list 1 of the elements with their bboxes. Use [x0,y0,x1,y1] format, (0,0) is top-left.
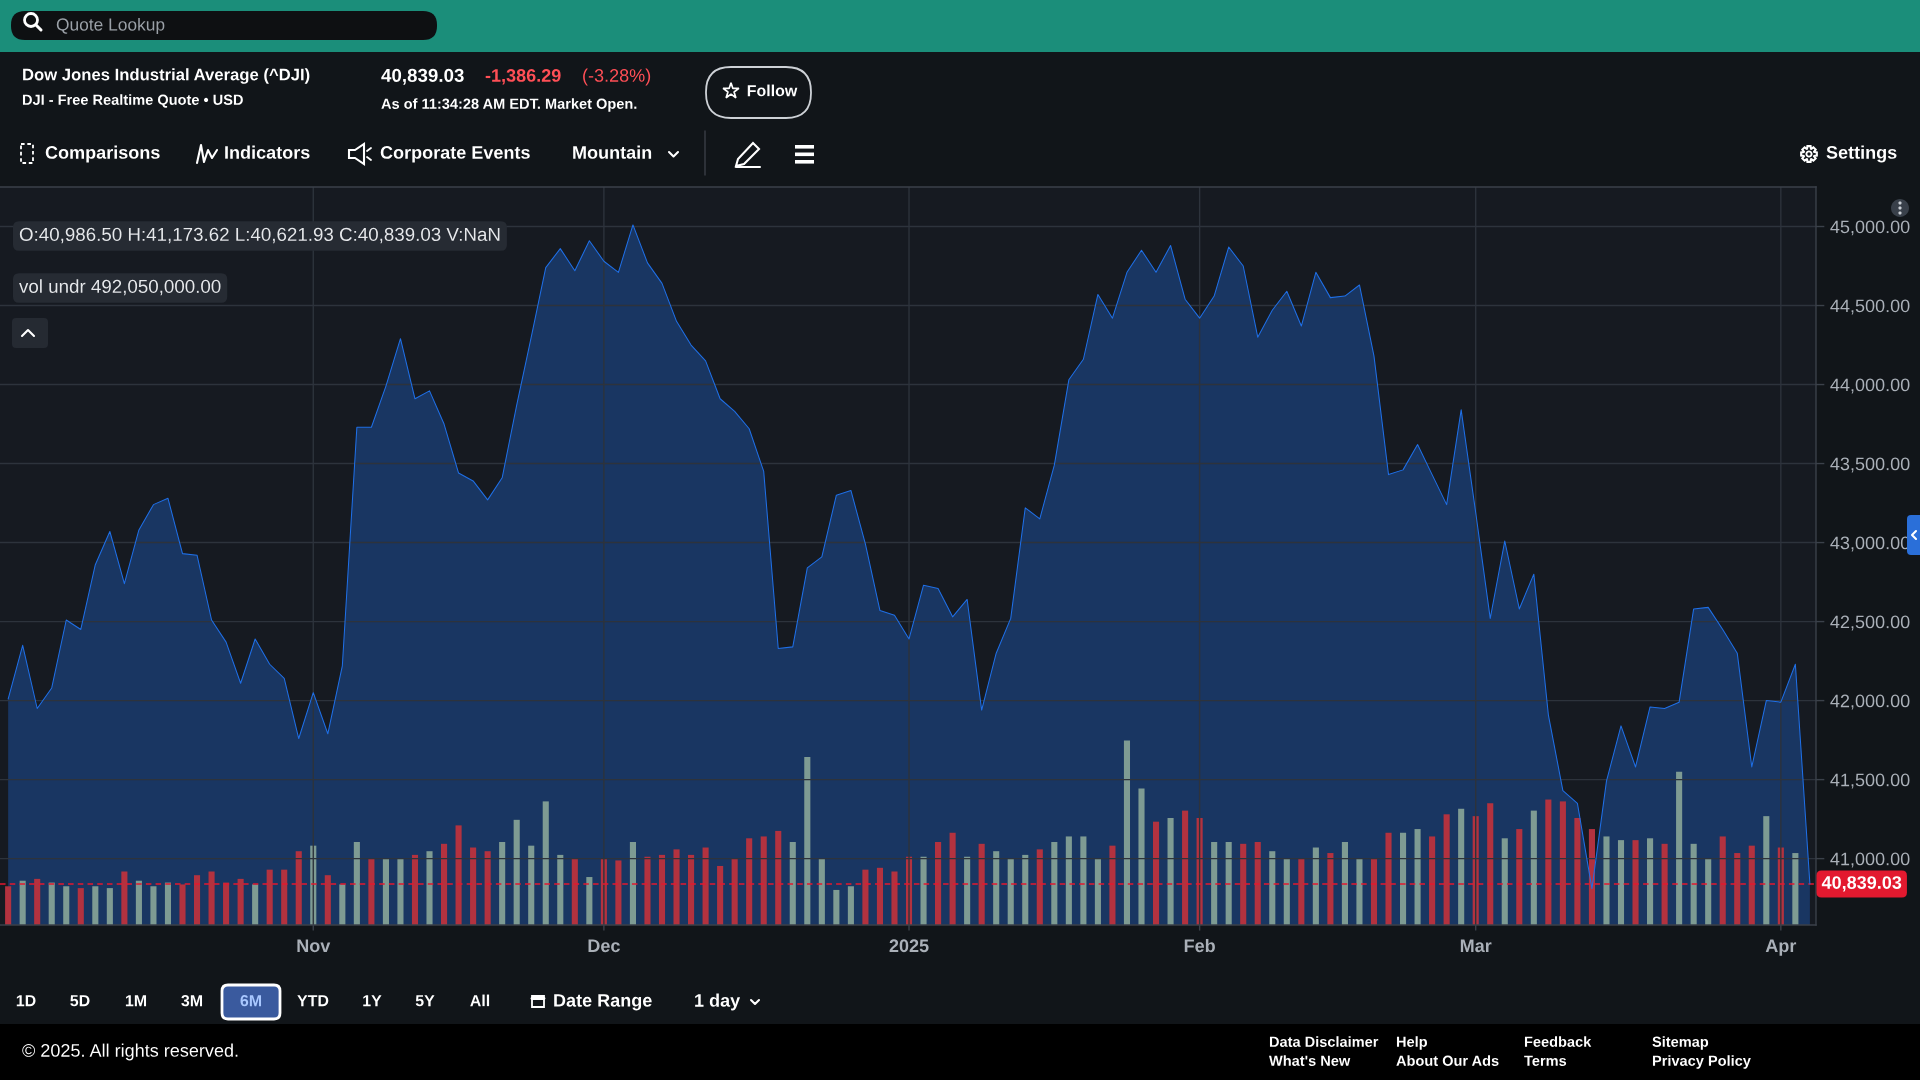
bar [5,886,12,925]
